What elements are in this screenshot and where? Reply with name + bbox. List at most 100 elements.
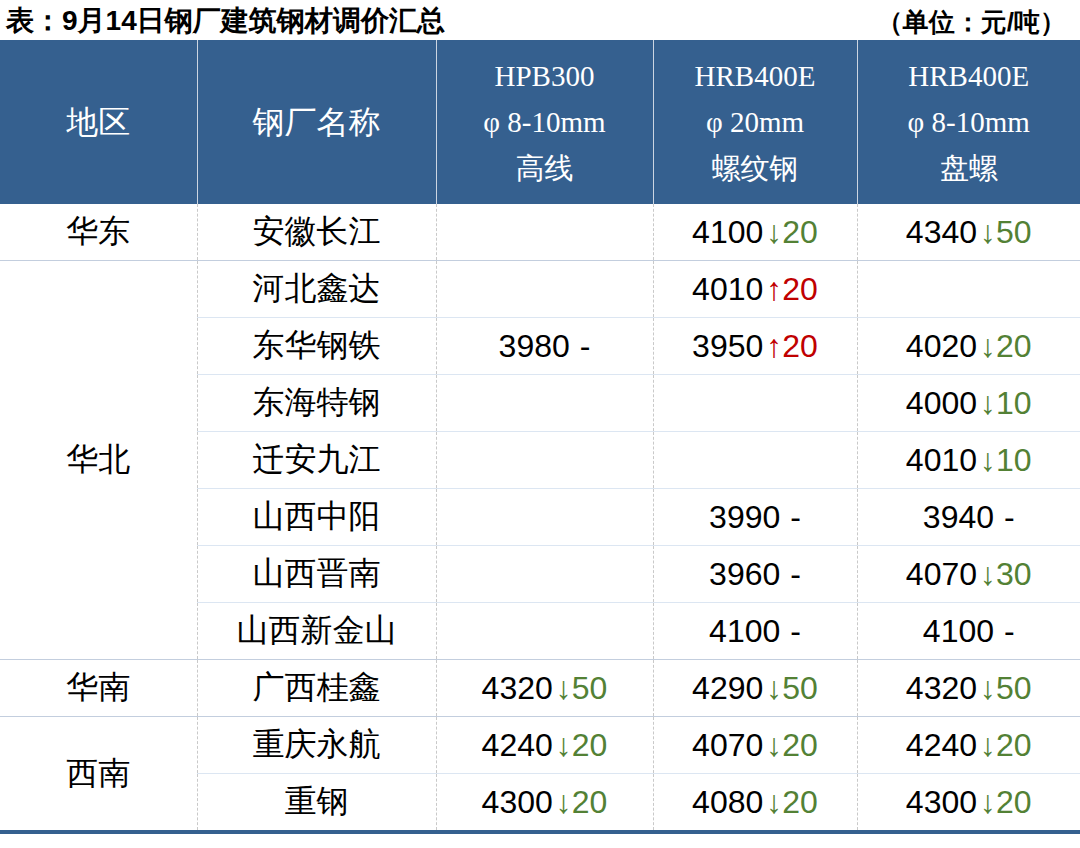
table-row: 华南 广西桂鑫 4320↓50 4290↓50 4320↓50 (0, 660, 1080, 717)
price-cell-luowengang: 3950↑20 (653, 318, 857, 375)
price-change: - (790, 499, 801, 535)
header-cell-mill: 钢厂名称 (197, 40, 436, 204)
mill-cell: 迁安九江 (197, 432, 436, 489)
price-value: 4010↑20 (692, 271, 818, 307)
price-change: ↓50 (980, 214, 1032, 250)
price-value (754, 385, 757, 421)
price-change: ↓10 (980, 442, 1032, 478)
mill-cell: 山西中阳 (197, 489, 436, 546)
unit-note: （单位：元/吨） (877, 5, 1066, 40)
header-line: HPB300 (437, 53, 653, 99)
price-change: ↑20 (766, 271, 818, 307)
price-value: 4320↓50 (482, 670, 608, 706)
price-cell-luowengang: 4080↓20 (653, 774, 857, 833)
price-change: - (1004, 499, 1015, 535)
price-cell-luowengang: 4070↓20 (653, 717, 857, 774)
header-cell-hpb300-gaoxian: HPB300 φ 8-10mm 高线 (436, 40, 653, 204)
mill-cell: 重庆永航 (197, 717, 436, 774)
price-number: 4080 (692, 784, 763, 820)
table-title: 表：9月14日钢厂建筑钢材调价汇总 (6, 2, 445, 40)
region-cell: 西南 (0, 717, 197, 833)
header-line: 盘螺 (858, 145, 1080, 191)
price-number: 3960 (709, 556, 780, 592)
price-cell-panluo: 4000↓10 (857, 375, 1080, 432)
price-cell-luowengang: 4100↓20 (653, 204, 857, 261)
price-cell-gaoxian: 3980- (436, 318, 653, 375)
price-value (543, 271, 546, 307)
header-label: 钢厂名称 (198, 104, 436, 140)
region-cell: 华北 (0, 261, 197, 660)
price-cell-panluo: 4100- (857, 603, 1080, 660)
price-cell-luowengang (653, 375, 857, 432)
price-cell-gaoxian (436, 603, 653, 660)
price-value (754, 442, 757, 478)
price-cell-luowengang: 3960- (653, 546, 857, 603)
price-cell-gaoxian: 4300↓20 (436, 774, 653, 833)
price-value: 3950↑20 (692, 328, 818, 364)
header-cell-hrb400e-luowengang: HRB400E φ 20mm 螺纹钢 (653, 40, 857, 204)
price-number: 4000 (906, 385, 977, 421)
price-number: 3950 (692, 328, 763, 364)
table-body: 华东 安徽长江 4100↓20 4340↓50 华北 河北鑫达 4010↑20 … (0, 204, 1080, 832)
price-value (967, 271, 970, 307)
price-value: 4020↓20 (906, 328, 1032, 364)
price-value (543, 385, 546, 421)
price-value (543, 613, 546, 649)
header-row: 地区 钢厂名称 HPB300 φ 8-10mm 高线 HRB400E φ 20m… (0, 40, 1080, 204)
price-number: 4290 (692, 670, 763, 706)
price-cell-luowengang (653, 432, 857, 489)
price-value (543, 442, 546, 478)
table-header: 地区 钢厂名称 HPB300 φ 8-10mm 高线 HRB400E φ 20m… (0, 40, 1080, 204)
region-cell: 华南 (0, 660, 197, 717)
price-value (543, 214, 546, 250)
price-cell-luowengang: 3990- (653, 489, 857, 546)
price-cell-luowengang: 4010↑20 (653, 261, 857, 318)
price-value: 4300↓20 (482, 784, 608, 820)
price-change: - (580, 328, 591, 364)
price-number: 4100 (709, 613, 780, 649)
price-number: 3980 (499, 328, 570, 364)
price-number: 4300 (482, 784, 553, 820)
price-number: 4070 (906, 556, 977, 592)
price-cell-gaoxian (436, 546, 653, 603)
price-cell-panluo: 3940- (857, 489, 1080, 546)
mill-cell: 山西新金山 (197, 603, 436, 660)
price-change: ↓20 (556, 727, 608, 763)
price-value: 3980- (499, 328, 591, 364)
price-change: ↓30 (980, 556, 1032, 592)
price-value: 4100- (923, 613, 1015, 649)
price-cell-luowengang: 4290↓50 (653, 660, 857, 717)
price-value: 4240↓20 (482, 727, 608, 763)
mill-cell: 重钢 (197, 774, 436, 833)
price-number: 4020 (906, 328, 977, 364)
price-value (543, 556, 546, 592)
price-change: ↓20 (980, 727, 1032, 763)
mill-cell: 东华钢铁 (197, 318, 436, 375)
header-line: φ 8-10mm (858, 99, 1080, 145)
price-number: 4300 (906, 784, 977, 820)
price-change: ↓50 (766, 670, 818, 706)
mill-cell: 山西晋南 (197, 546, 436, 603)
price-cell-gaoxian (436, 204, 653, 261)
table-row: 华北 河北鑫达 4010↑20 (0, 261, 1080, 318)
header-cell-hrb400e-panluo: HRB400E φ 8-10mm 盘螺 (857, 40, 1080, 204)
price-value: 4080↓20 (692, 784, 818, 820)
price-change: ↓20 (980, 328, 1032, 364)
price-cell-panluo: 4020↓20 (857, 318, 1080, 375)
price-number: 3940 (923, 499, 994, 535)
price-cell-gaoxian: 4240↓20 (436, 717, 653, 774)
price-number: 4320 (906, 670, 977, 706)
price-change: ↓50 (556, 670, 608, 706)
price-value: 4240↓20 (906, 727, 1032, 763)
price-value: 4100- (709, 613, 801, 649)
price-number: 3990 (709, 499, 780, 535)
price-value: 4100↓20 (692, 214, 818, 250)
price-change: ↓10 (980, 385, 1032, 421)
price-number: 4010 (692, 271, 763, 307)
table-row: 华东 安徽长江 4100↓20 4340↓50 (0, 204, 1080, 261)
header-line: φ 8-10mm (437, 99, 653, 145)
price-number: 4100 (692, 214, 763, 250)
mill-cell: 东海特钢 (197, 375, 436, 432)
header-line: 高线 (437, 145, 653, 191)
price-change: - (1004, 613, 1015, 649)
